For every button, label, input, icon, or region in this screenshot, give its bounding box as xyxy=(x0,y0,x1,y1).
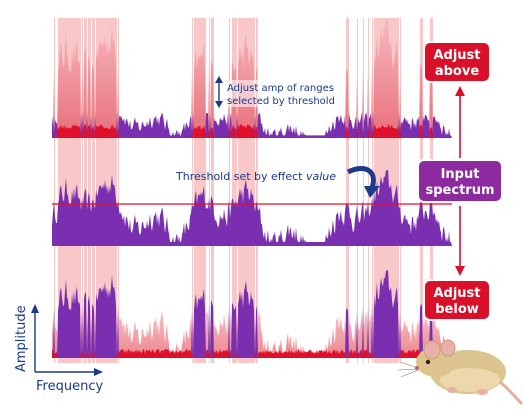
down-arrow-icon xyxy=(455,266,465,276)
adjust-below-line1: Adjust xyxy=(433,286,480,301)
input-spectrum-area xyxy=(52,169,452,246)
adjust-above-line1: Adjust xyxy=(433,48,480,63)
spectrum-adjusted-above xyxy=(52,19,452,139)
y-axis-label: Amplitude xyxy=(14,305,29,372)
input-spectrum-line2: spectrum xyxy=(426,183,495,198)
above-unchanged-area xyxy=(52,111,452,138)
double-arrow-icon xyxy=(215,76,223,108)
y-axis-arrow-icon xyxy=(31,304,39,313)
threshold-label-em: value xyxy=(306,170,336,183)
adjust-below-box: Adjust below xyxy=(423,279,491,321)
below-reduced-area xyxy=(52,349,452,358)
adjust-above-box: Adjust above xyxy=(423,41,491,83)
adjust-below-line2: below xyxy=(435,302,479,317)
threshold-label-text: Threshold set by effect xyxy=(175,170,306,183)
below-unchanged-area xyxy=(52,269,452,358)
up-arrow-icon xyxy=(455,86,465,96)
band-16 xyxy=(346,18,349,363)
below-ghost-area xyxy=(52,310,452,358)
adjust-above-line2: above xyxy=(435,64,479,79)
x-axis-label: Frequency xyxy=(36,379,103,394)
band-11 xyxy=(211,18,214,363)
band-12 xyxy=(229,18,230,363)
above-floor-area xyxy=(52,124,452,138)
threshold-label: Threshold set by effect value xyxy=(175,170,336,183)
input-spectrum-line1: Input xyxy=(441,167,480,182)
band-7 xyxy=(118,18,119,363)
band-5 xyxy=(92,18,95,363)
above-amplified-area xyxy=(52,19,452,139)
band-0 xyxy=(54,18,55,363)
band-10 xyxy=(209,18,210,363)
band-4 xyxy=(88,18,91,363)
spectrum-adjusted-below xyxy=(52,269,452,358)
band-13 xyxy=(232,18,237,363)
band-15 xyxy=(256,18,258,363)
band-22 xyxy=(400,18,401,363)
curved-arrow-icon xyxy=(346,166,380,198)
band-18 xyxy=(363,18,364,363)
adjust-amp-label-line1: Adjust amp of ranges xyxy=(227,83,334,94)
spectrum-input xyxy=(52,169,452,246)
x-axis-arrow-icon xyxy=(94,368,103,376)
band-8 xyxy=(192,18,193,363)
adjust-amp-label-line2: selected by threshold xyxy=(227,96,335,107)
axes: Amplitude Frequency xyxy=(14,304,103,394)
band-17 xyxy=(357,18,358,363)
band-2 xyxy=(82,18,83,363)
input-spectrum-box: Input spectrum xyxy=(417,159,503,203)
mouse-icon xyxy=(397,339,524,406)
